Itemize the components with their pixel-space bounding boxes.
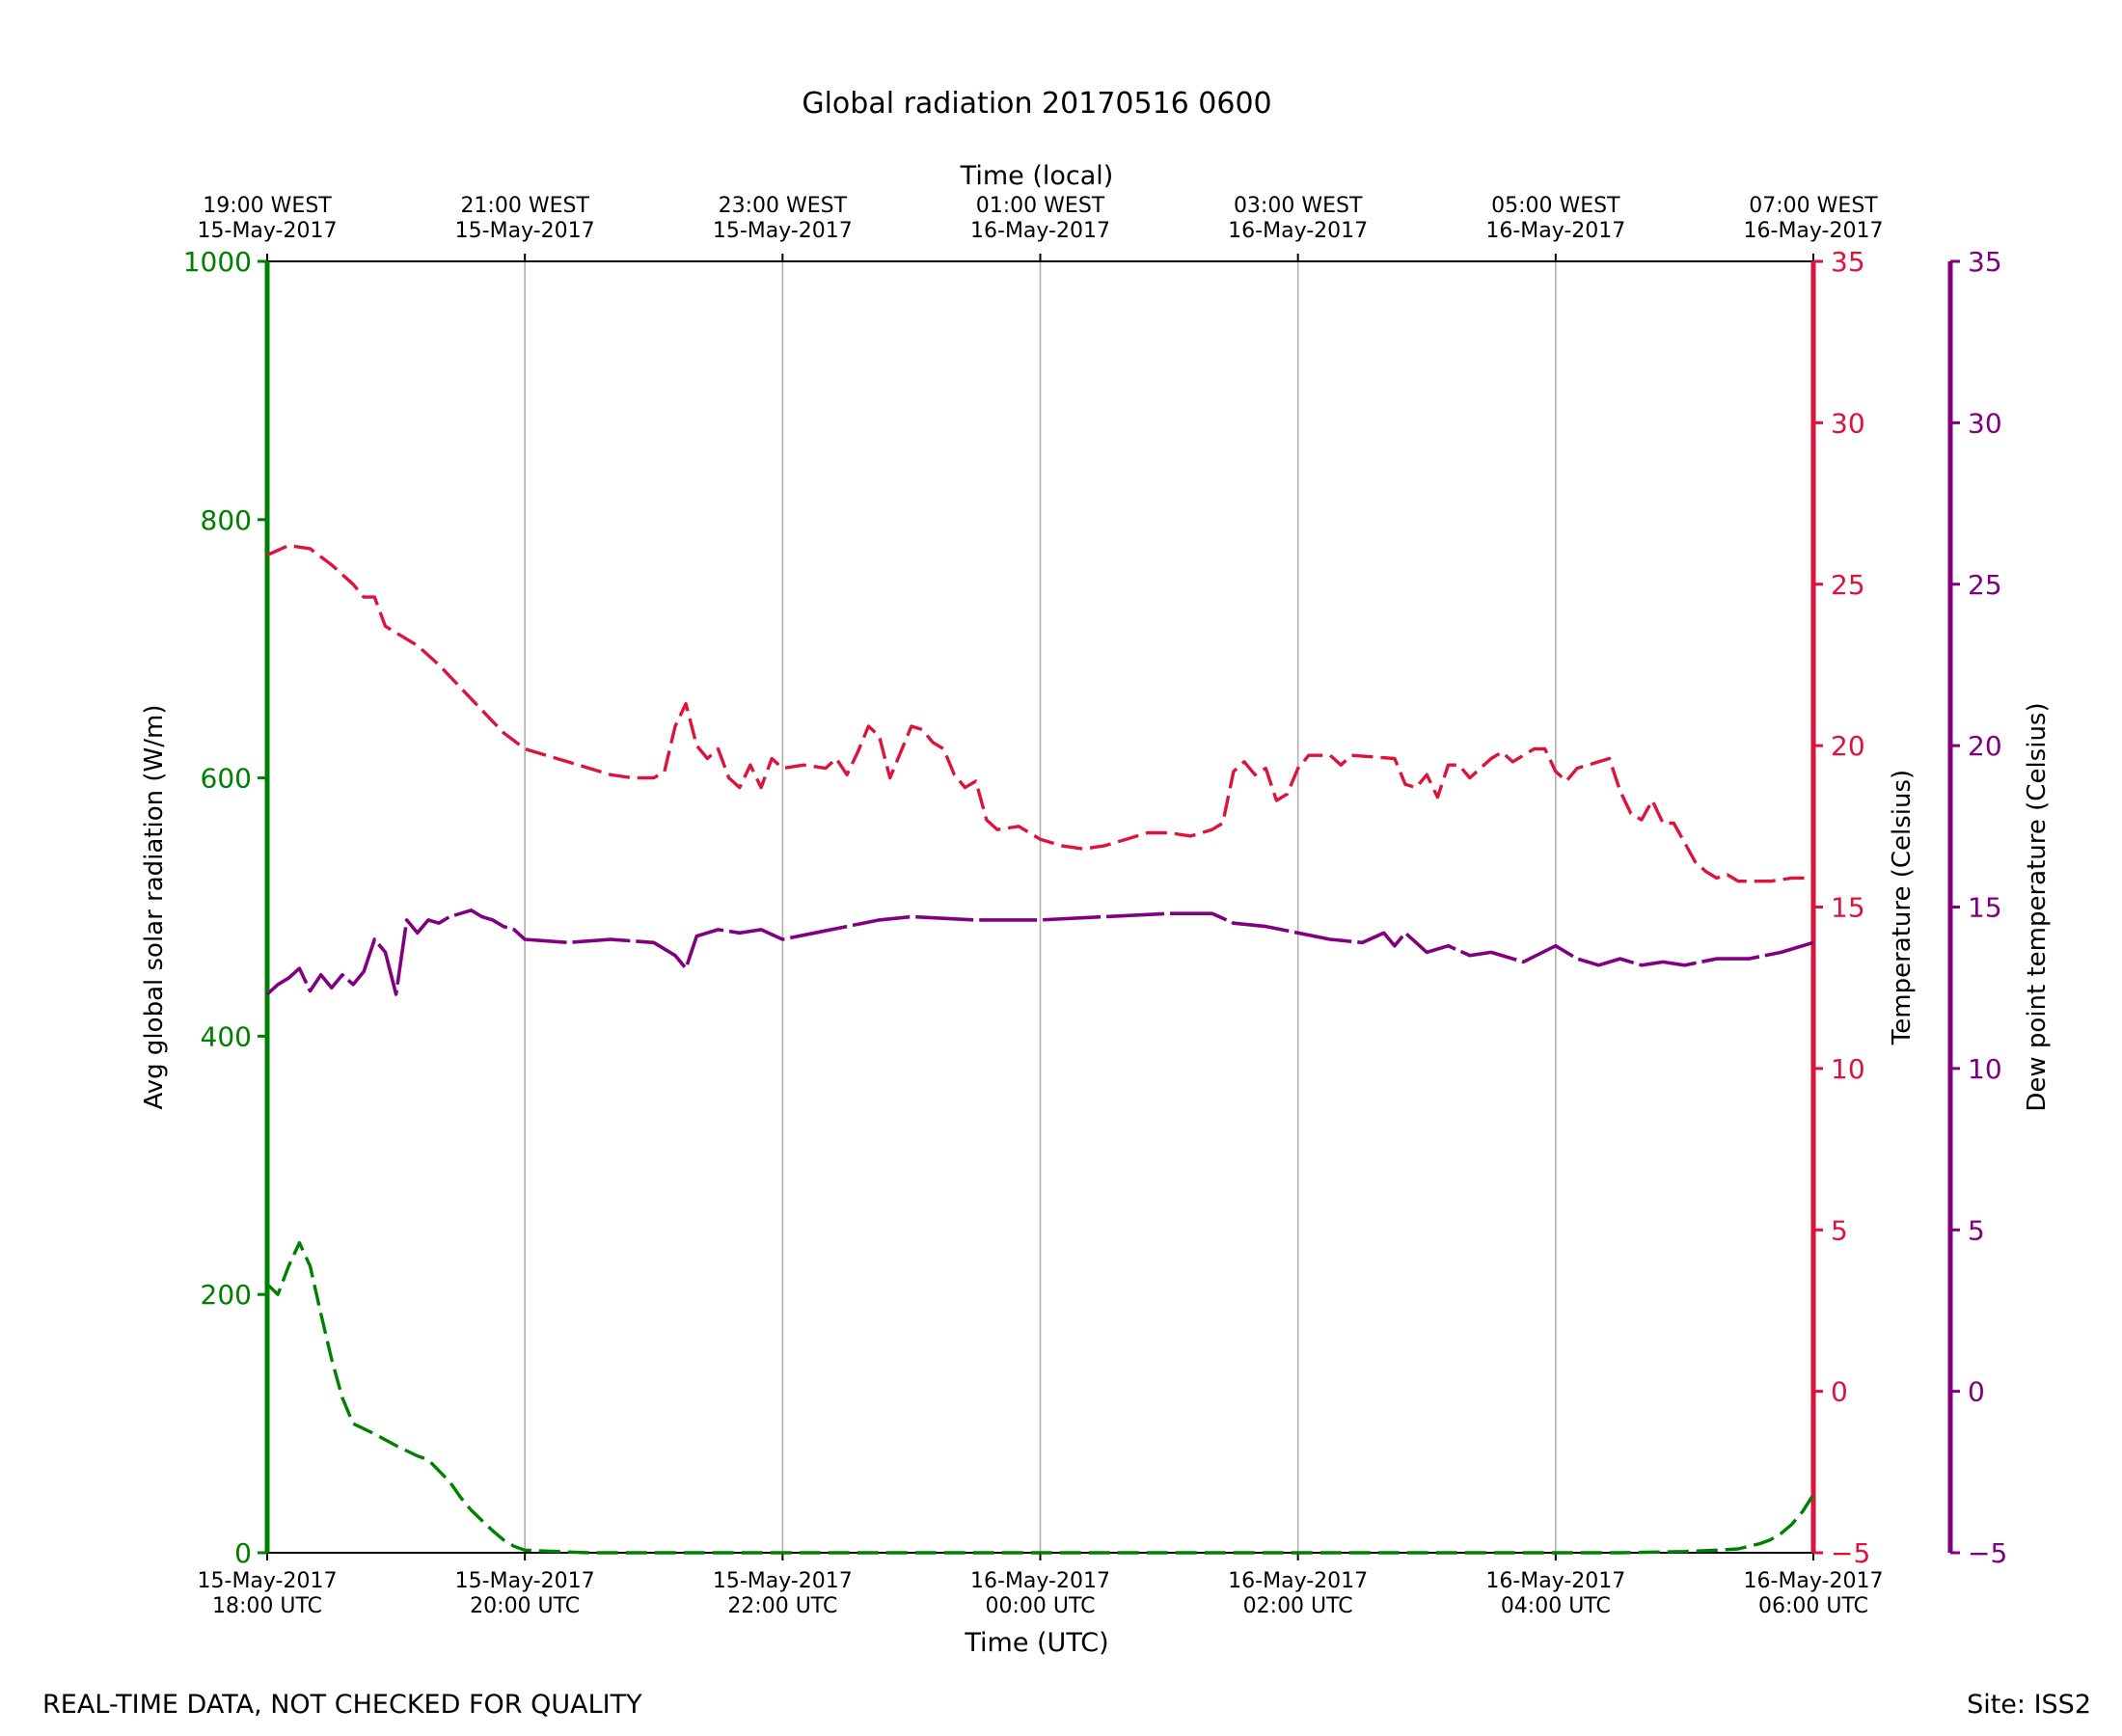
top-tick-label-date: 15-May-2017 — [713, 219, 853, 243]
radiation-axis-tick-label: 0 — [234, 1537, 252, 1569]
dewpoint-axis-tick-label: 15 — [1968, 892, 2002, 924]
radiation-series-line — [265, 1240, 1815, 1555]
chart-title: Global radiation 20170516 0600 — [802, 87, 1271, 121]
temperature-axis-tick-label: −5 — [1831, 1537, 1870, 1569]
x-tick-label-date: 15-May-2017 — [455, 1569, 595, 1593]
dewpoint-axis-tick-label: 35 — [1968, 246, 2002, 278]
dewpoint-series-line — [265, 909, 1814, 996]
quality-disclaimer: REAL-TIME DATA, NOT CHECKED FOR QUALITY — [42, 1690, 642, 1720]
temperature-axis-tick-label: 35 — [1831, 246, 1865, 278]
top-tick-label-date: 15-May-2017 — [455, 219, 595, 243]
top-tick-label-date: 16-May-2017 — [970, 219, 1110, 243]
radiation-axis-tick-label: 1000 — [183, 246, 252, 278]
y-axis-label-dewpoint: Dew point temperature (Celsius) — [2023, 702, 2052, 1111]
top-axis-label: Time (local) — [960, 161, 1114, 191]
x-tick-label-date: 16-May-2017 — [970, 1569, 1110, 1593]
temperature-axis-tick-label: 5 — [1831, 1214, 1848, 1246]
x-tick-label-time: 00:00 UTC — [985, 1594, 1095, 1618]
top-tick-label-time: 05:00 WEST — [1491, 194, 1620, 218]
top-tick-label-time: 23:00 WEST — [719, 194, 848, 218]
radiation-axis-tick-label: 400 — [201, 1020, 252, 1052]
top-tick-label-date: 15-May-2017 — [198, 219, 338, 243]
temperature-axis-tick-label: 20 — [1831, 730, 1865, 762]
site-label: Site: ISS2 — [1967, 1690, 2091, 1720]
temperature-axis-tick-label: 30 — [1831, 407, 1865, 439]
dewpoint-axis-tick-label: 10 — [1968, 1053, 2002, 1085]
x-tick-label-date: 15-May-2017 — [713, 1569, 853, 1593]
dewpoint-axis-tick-label: 5 — [1968, 1214, 1985, 1246]
x-tick-label-time: 20:00 UTC — [470, 1594, 580, 1618]
dewpoint-axis-tick-label: −5 — [1968, 1537, 2007, 1569]
radiation-axis-tick-label: 800 — [201, 504, 252, 536]
top-tick-label-time: 03:00 WEST — [1234, 194, 1363, 218]
dewpoint-axis-tick-label: 0 — [1968, 1376, 1985, 1408]
top-tick-label-time: 21:00 WEST — [460, 194, 589, 218]
x-tick-label-date: 16-May-2017 — [1228, 1569, 1368, 1593]
dewpoint-axis-tick-label: 25 — [1968, 569, 2002, 601]
dewpoint-axis-tick-label: 20 — [1968, 730, 2002, 762]
x-tick-label-date: 16-May-2017 — [1485, 1569, 1625, 1593]
temperature-axis-tick-label: 0 — [1831, 1376, 1848, 1408]
top-tick-label-time: 01:00 WEST — [976, 194, 1105, 218]
radiation-axis-tick-label: 600 — [201, 763, 252, 795]
top-tick-label-time: 07:00 WEST — [1749, 194, 1878, 218]
radiation-axis-tick-label: 200 — [201, 1279, 252, 1311]
top-tick-label-date: 16-May-2017 — [1744, 219, 1884, 243]
top-tick-label-date: 16-May-2017 — [1485, 219, 1625, 243]
x-tick-label-time: 06:00 UTC — [1758, 1594, 1868, 1618]
dewpoint-axis-tick-label: 30 — [1968, 407, 2002, 439]
temperature-axis-tick-label: 25 — [1831, 569, 1865, 601]
x-tick-label-time: 18:00 UTC — [212, 1594, 322, 1618]
x-tick-label-date: 15-May-2017 — [198, 1569, 338, 1593]
top-tick-label-date: 16-May-2017 — [1228, 219, 1368, 243]
top-tick-label-time: 19:00 WEST — [203, 194, 332, 218]
temperature-axis-tick-label: 15 — [1831, 892, 1865, 924]
temperature-axis-tick-label: 10 — [1831, 1053, 1865, 1085]
x-tick-label-time: 22:00 UTC — [727, 1594, 837, 1618]
temperature-series-line — [266, 543, 1813, 883]
x-axis-label: Time (UTC) — [964, 1628, 1108, 1658]
x-tick-label-date: 16-May-2017 — [1744, 1569, 1884, 1593]
x-tick-label-time: 04:00 UTC — [1501, 1594, 1611, 1618]
y-axis-label-temperature: Temperature (Celsius) — [1888, 770, 1917, 1045]
y-axis-label-radiation: Avg global solar radiation (W/m) — [140, 705, 169, 1110]
x-tick-label-time: 02:00 UTC — [1243, 1594, 1353, 1618]
